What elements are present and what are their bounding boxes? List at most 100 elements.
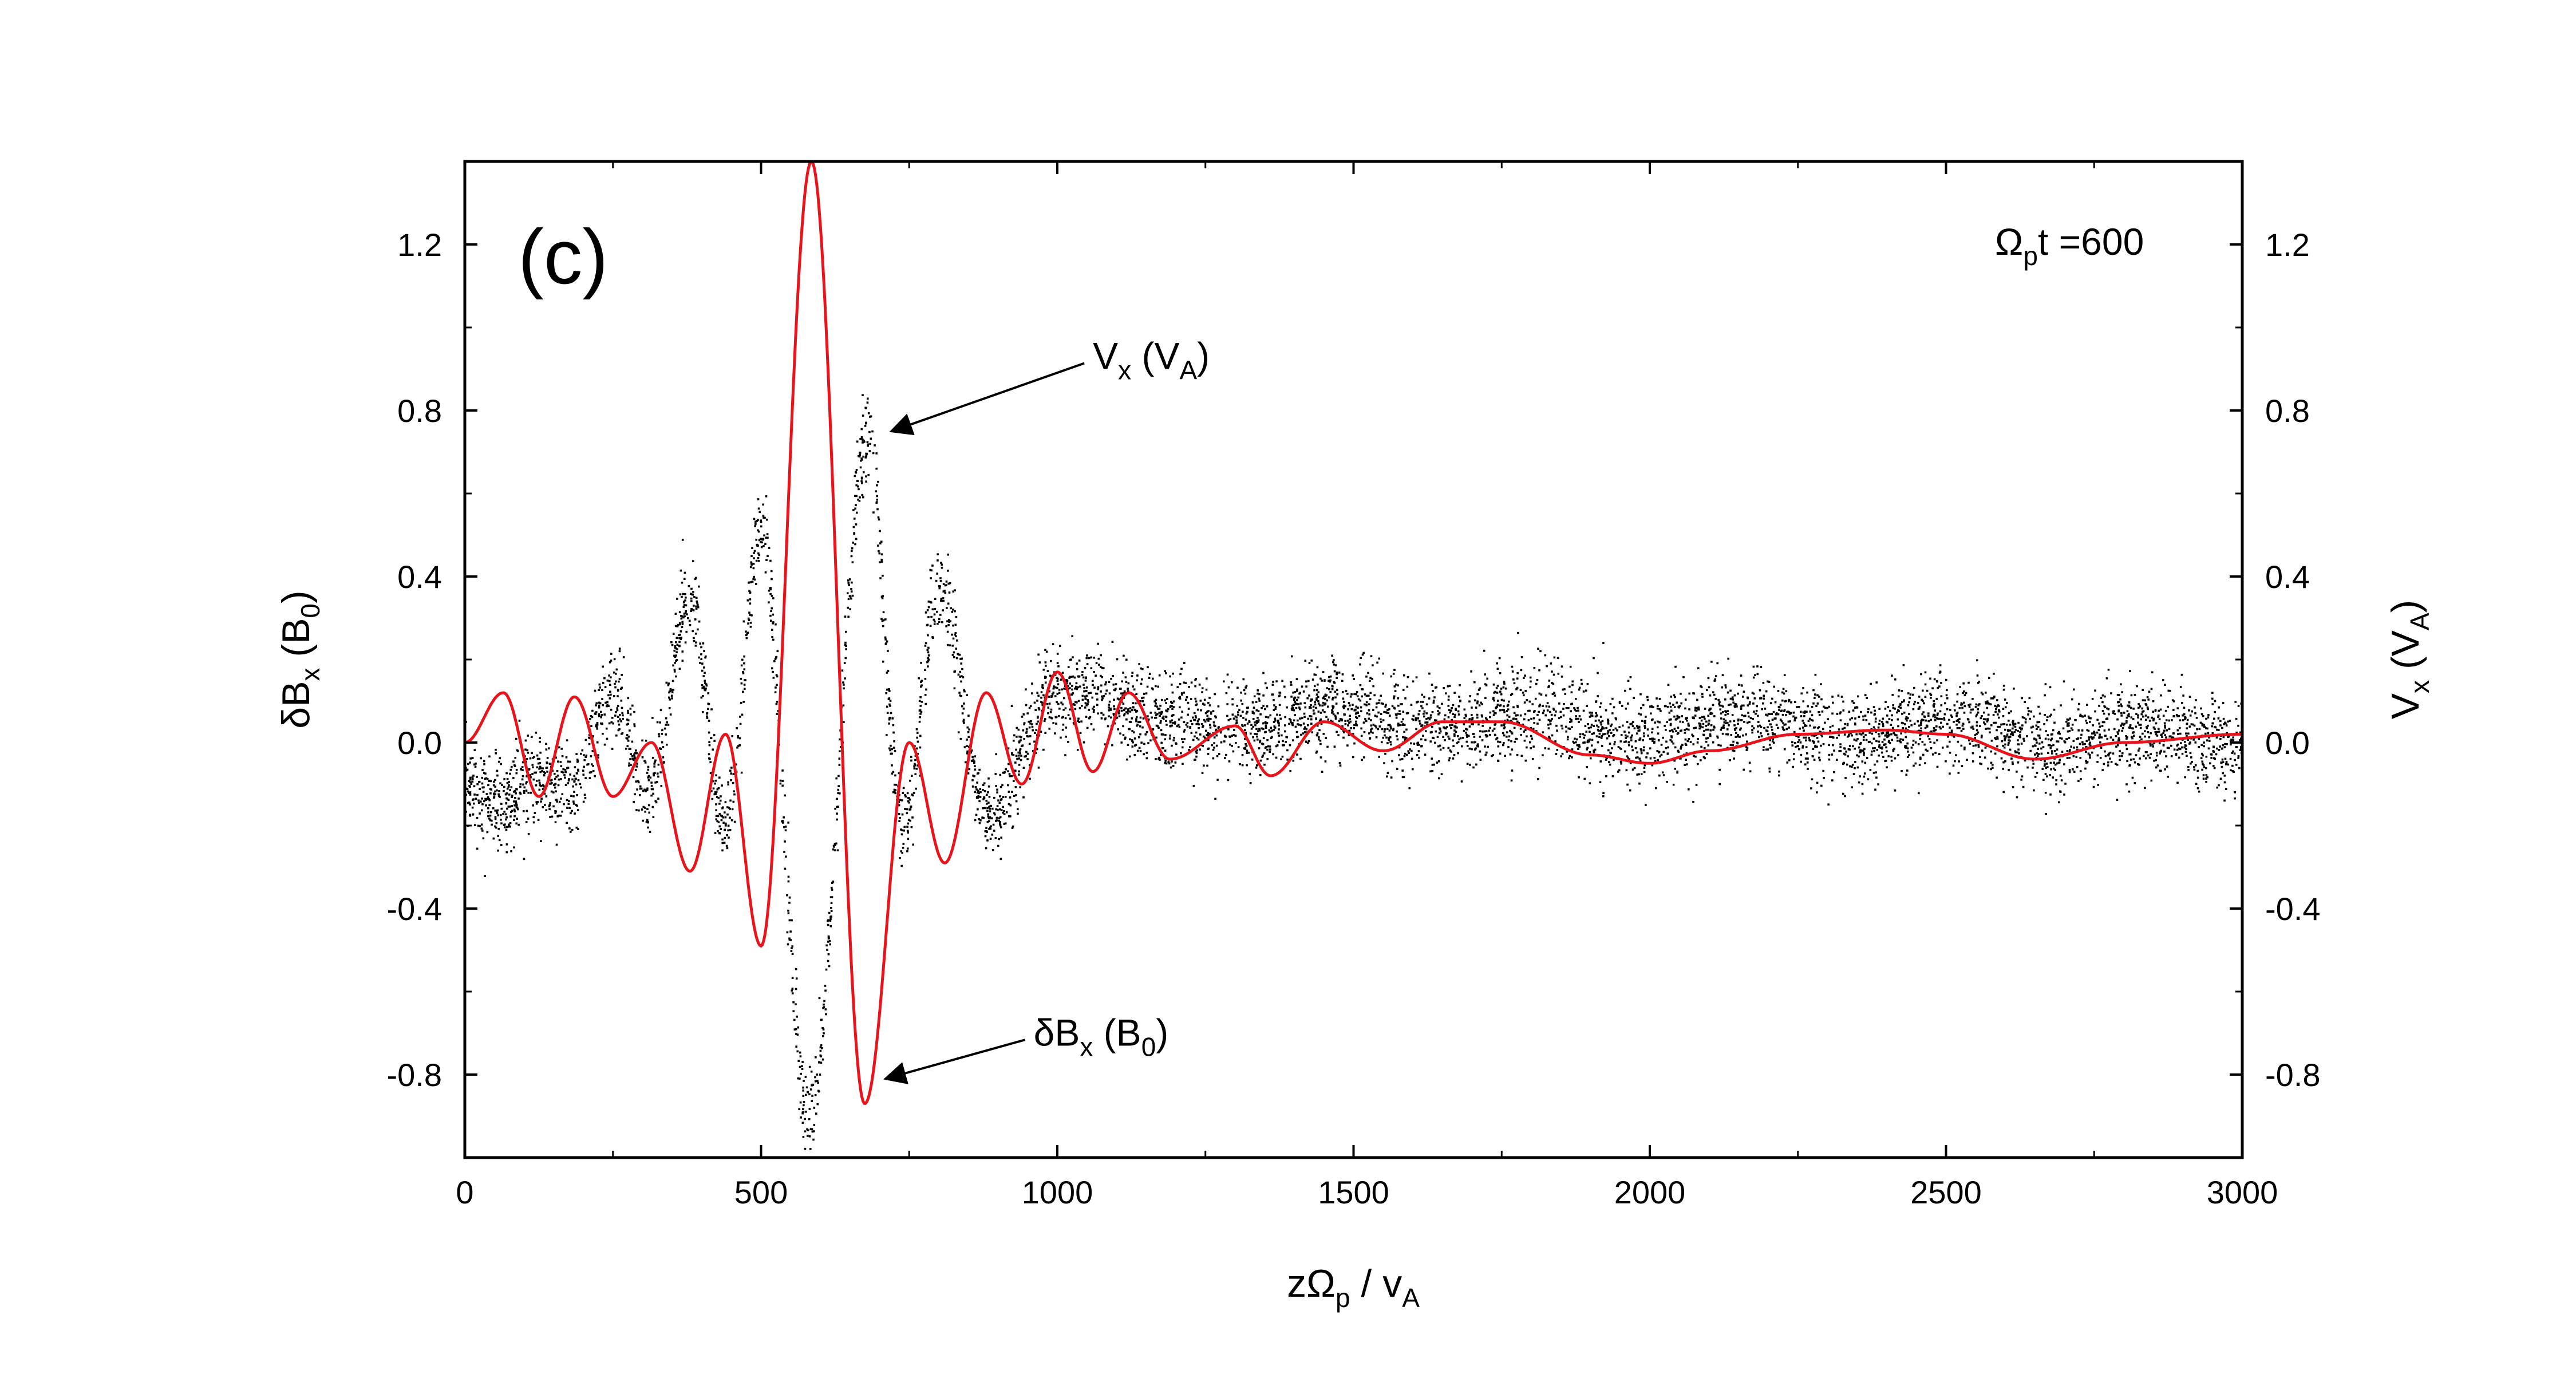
vx-point bbox=[503, 778, 505, 780]
vx-point bbox=[1695, 784, 1698, 786]
vx-point bbox=[1402, 689, 1405, 691]
vx-point bbox=[1533, 666, 1536, 669]
vx-point bbox=[844, 630, 847, 633]
vx-point bbox=[1128, 755, 1131, 758]
vx-point bbox=[1155, 714, 1157, 717]
vx-point bbox=[1390, 776, 1393, 779]
vx-point bbox=[2117, 704, 2120, 707]
vx-point bbox=[1974, 734, 1977, 736]
vx-point bbox=[1671, 729, 1673, 731]
vx-point bbox=[515, 772, 518, 775]
vx-point bbox=[1767, 748, 1769, 751]
vx-point bbox=[633, 723, 636, 725]
vx-point bbox=[1538, 710, 1540, 713]
vx-point bbox=[1367, 672, 1369, 674]
vx-point bbox=[1629, 789, 1631, 792]
vx-point bbox=[1162, 715, 1165, 718]
vx-point bbox=[1921, 713, 1924, 716]
vx-point bbox=[827, 960, 829, 962]
vx-point bbox=[1542, 754, 1544, 756]
vx-point bbox=[1550, 662, 1552, 665]
vx-point bbox=[1921, 689, 1924, 692]
vx-point bbox=[1826, 706, 1828, 709]
vx-point bbox=[1239, 714, 1242, 717]
vx-point bbox=[830, 907, 832, 909]
vx-point bbox=[727, 829, 729, 832]
vx-point bbox=[494, 779, 496, 781]
vx-point bbox=[602, 682, 605, 684]
vx-point bbox=[500, 819, 502, 821]
vx-point bbox=[886, 688, 888, 691]
vx-point bbox=[947, 619, 950, 621]
vx-point bbox=[795, 968, 797, 970]
vx-point bbox=[1207, 720, 1210, 722]
vx-point bbox=[1148, 677, 1151, 679]
vx-point bbox=[526, 757, 528, 760]
vx-point bbox=[704, 672, 706, 674]
vx-point bbox=[2158, 718, 2161, 721]
vx-point bbox=[1348, 702, 1350, 704]
vx-point bbox=[999, 826, 1002, 828]
vx-point bbox=[742, 690, 744, 693]
vx-point bbox=[1235, 716, 1238, 718]
vx-point bbox=[1034, 709, 1037, 711]
vx-point bbox=[471, 780, 474, 783]
vx-point bbox=[712, 748, 714, 751]
vx-point bbox=[1912, 708, 1915, 710]
vx-point bbox=[571, 778, 574, 781]
vx-point bbox=[657, 763, 660, 766]
vx-point bbox=[2032, 759, 2034, 762]
vx-point bbox=[927, 657, 929, 660]
vx-point bbox=[971, 779, 974, 781]
vx-point bbox=[2120, 703, 2122, 706]
vx-point bbox=[2150, 688, 2153, 690]
vx-point bbox=[610, 721, 613, 724]
vx-point bbox=[2116, 694, 2119, 696]
vx-point bbox=[2208, 736, 2210, 739]
vx-point bbox=[2222, 772, 2225, 775]
vx-point bbox=[1382, 702, 1384, 705]
vx-point bbox=[1629, 762, 1632, 765]
vx-point bbox=[2014, 725, 2017, 728]
vx-point bbox=[1516, 714, 1519, 717]
vx-point bbox=[2166, 729, 2168, 732]
vx-point bbox=[789, 939, 792, 941]
vx-point bbox=[529, 773, 532, 776]
vx-point bbox=[1026, 752, 1029, 755]
vx-point bbox=[607, 694, 610, 697]
vx-point bbox=[1762, 681, 1765, 684]
vx-point bbox=[998, 838, 1001, 840]
vx-point bbox=[670, 641, 673, 643]
vx-point bbox=[933, 613, 936, 616]
vx-point bbox=[1633, 767, 1636, 769]
vx-point bbox=[1547, 747, 1550, 750]
vx-point bbox=[506, 807, 508, 810]
vx-point bbox=[1831, 724, 1834, 727]
vx-point bbox=[1012, 740, 1015, 742]
vx-point bbox=[1041, 684, 1044, 686]
vx-point bbox=[1645, 756, 1647, 759]
vx-point bbox=[690, 597, 693, 600]
vx-point bbox=[1656, 697, 1658, 700]
vx-point bbox=[1393, 697, 1395, 700]
vx-point bbox=[2046, 766, 2049, 768]
vx-point bbox=[1605, 727, 1607, 729]
vx-point bbox=[1338, 761, 1341, 764]
vx-point bbox=[943, 590, 946, 592]
vx-point bbox=[1988, 703, 1991, 705]
vx-point bbox=[1761, 708, 1763, 710]
vx-point bbox=[1459, 737, 1462, 740]
vx-point bbox=[1312, 705, 1315, 708]
vx-point bbox=[1574, 737, 1576, 740]
vx-point bbox=[676, 648, 678, 650]
vx-point bbox=[854, 507, 856, 510]
vx-point bbox=[509, 789, 511, 791]
vx-point bbox=[1684, 743, 1687, 745]
vx-point bbox=[564, 768, 567, 771]
vx-point bbox=[949, 620, 952, 622]
vx-point bbox=[2200, 752, 2203, 755]
vx-point bbox=[552, 805, 555, 808]
vx-point bbox=[837, 788, 840, 791]
vx-point bbox=[2120, 712, 2123, 714]
vx-point bbox=[1878, 754, 1880, 757]
